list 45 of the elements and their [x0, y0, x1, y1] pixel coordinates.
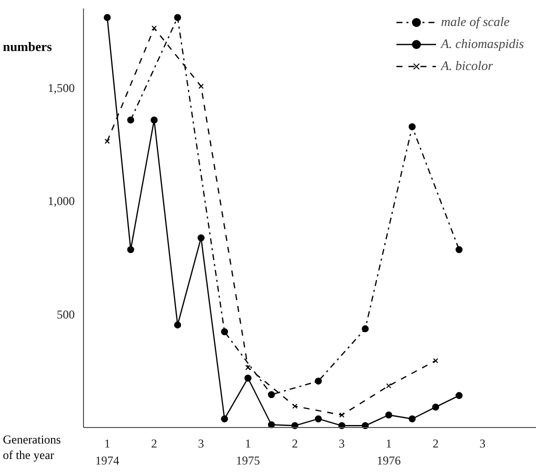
point: [221, 328, 228, 336]
point: [362, 325, 369, 332]
point: [150, 116, 158, 124]
point: [433, 358, 438, 364]
y-axis-title: numbers: [2, 39, 52, 54]
point: [174, 14, 182, 21]
legend-label: male of scale: [440, 14, 510, 30]
point: [198, 234, 205, 242]
x-tick-label: 2: [151, 436, 158, 450]
point: [268, 391, 275, 398]
point: [245, 364, 251, 370]
point: [456, 392, 463, 400]
point: [292, 404, 298, 409]
y-tick-label: 1,000: [48, 194, 75, 208]
point: [456, 246, 463, 254]
point: [127, 116, 134, 124]
x-tick-label: 1 1976: [376, 436, 401, 468]
point: [221, 415, 228, 422]
point: [385, 412, 392, 419]
point: [104, 14, 111, 21]
point: [314, 415, 322, 422]
point: [408, 123, 416, 130]
point: [408, 415, 416, 422]
x-tick-label: 1 1974: [95, 436, 120, 468]
x-tick-label: 3: [338, 436, 345, 450]
point: [127, 246, 134, 254]
x-tick-label: 3: [480, 436, 486, 450]
x-tick-label: 2: [292, 436, 298, 450]
x-axis-title: Generations of the year: [2, 432, 62, 462]
legend-label: A. bicolor: [440, 58, 493, 74]
y-tick-label: 1,500: [48, 81, 75, 96]
point: [174, 321, 182, 328]
point: [104, 138, 110, 144]
x-tick-label: 1 1975: [236, 436, 260, 468]
point: [152, 25, 157, 31]
point: [432, 404, 440, 411]
point: [386, 383, 392, 388]
y-tick-label: 500: [56, 307, 75, 322]
point: [314, 378, 322, 385]
point: [339, 412, 344, 418]
point: [198, 84, 204, 89]
point: [244, 374, 252, 382]
x-tick-label: 2: [432, 436, 439, 450]
legend-label: A. chiomaspidis: [440, 36, 524, 52]
x-tick-label: 3: [198, 436, 204, 450]
